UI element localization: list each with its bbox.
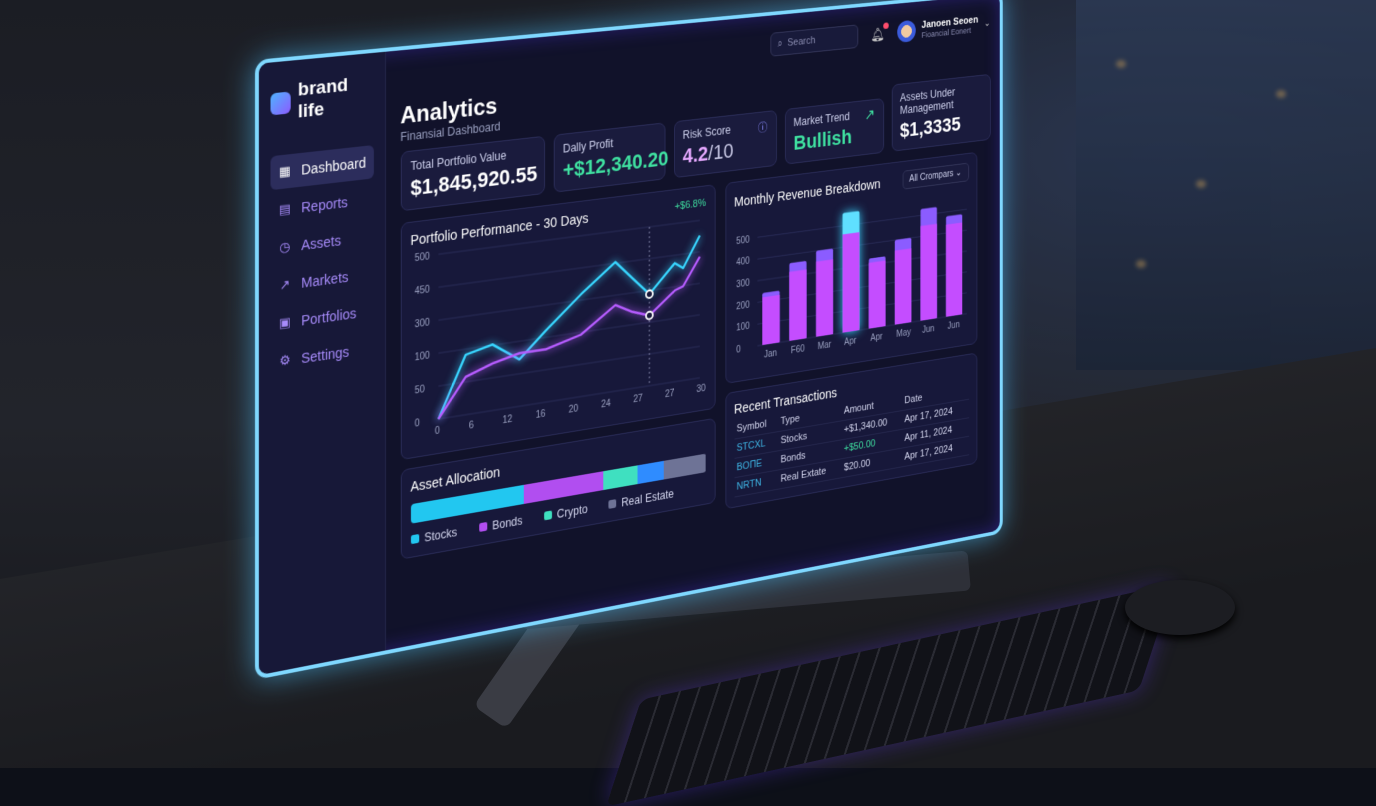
grid-line: [438, 315, 699, 353]
bar-inner-segment: [761, 294, 780, 346]
kpi-value: 4.2: [682, 141, 709, 168]
chevron-down-icon: ⌄: [984, 18, 991, 29]
sidebar-item-label: Assets: [301, 232, 342, 254]
kpi-portfolio-value: Total Portfolio Value $1,845,920.55: [400, 135, 545, 212]
x-tick-label: 27: [633, 393, 642, 405]
gear-icon: ⚙: [279, 351, 291, 369]
legend-swatch: [608, 499, 617, 509]
data-point-marker[interactable]: [646, 311, 653, 319]
legend-swatch: [410, 534, 419, 545]
x-tick-label: 27: [665, 388, 674, 400]
kpi-daily-profit: Dally Profit +$12,340.20: [553, 122, 668, 193]
data-point-marker[interactable]: [646, 290, 653, 298]
x-tick-label: F60: [791, 344, 805, 356]
x-tick-label: 6: [468, 420, 473, 432]
allocation-segment[interactable]: [637, 460, 664, 485]
y-tick-label: 50: [414, 384, 425, 396]
y-tick-label: 300: [736, 278, 750, 290]
x-tick-label: Apr: [870, 332, 883, 344]
legend-label: Stocks: [424, 525, 458, 545]
avatar: [896, 19, 916, 43]
monitor-screen: brand life ▦ Dashboard ▤ Reports ◷ Assets ↗ Mar…: [255, 0, 1003, 681]
user-menu[interactable]: Janoen Seoen Fioancial Eonert ⌄: [896, 12, 991, 43]
kpi-suffix: /10: [708, 138, 734, 165]
arrow-up-right-icon: ↗: [864, 107, 876, 124]
notification-bell-icon[interactable]: 🔔︎: [871, 21, 889, 43]
bar-inner-segment: [788, 269, 807, 341]
kpi-risk-score: ⓘ Risk Score 4.2/10: [673, 109, 777, 179]
monthly-revenue-chart: Monthly Revenue Breakdown All Crompars ⌄…: [725, 151, 977, 384]
legend-swatch: [543, 510, 552, 521]
bar-inner-segment: [868, 260, 886, 329]
x-tick-label: 20: [568, 404, 578, 416]
sidebar-item-label: Portfolios: [301, 305, 357, 329]
kpi-market-trend: ↗ Market Trend Bullish: [784, 98, 884, 165]
sidebar: brand life ▦ Dashboard ▤ Reports ◷ Assets ↗ Mar…: [258, 51, 386, 676]
y-tick-label: 500: [414, 251, 430, 264]
bar-inner-segment: [920, 223, 937, 321]
x-tick-label: 12: [502, 414, 512, 426]
x-tick-label: 16: [535, 409, 545, 421]
legend-label: Crypto: [556, 502, 588, 521]
search-input[interactable]: ⌕ Search: [770, 24, 859, 57]
y-tick-label: 100: [414, 350, 430, 363]
sidebar-item-label: Markets: [301, 268, 349, 291]
trend-icon: ↗: [279, 276, 291, 293]
x-tick-label: 0: [434, 426, 440, 438]
main-content: ⌕ Search 🔔︎ Janoen Seoen Fioancial Eonert …: [386, 0, 1003, 650]
y-tick-label: 0: [736, 345, 741, 356]
legend-item: Crypto: [543, 502, 588, 523]
legend-item: Stocks: [410, 525, 457, 547]
wallet-icon: ▣: [279, 314, 291, 331]
allocation-segment[interactable]: [663, 453, 706, 480]
y-tick-label: 400: [736, 256, 750, 268]
legend-label: Bonds: [492, 513, 523, 533]
legend-swatch: [478, 521, 487, 533]
y-tick-label: 500: [736, 235, 750, 247]
grid-line: [438, 283, 699, 320]
x-tick-label: Jun: [922, 324, 934, 336]
x-tick-label: Jan: [764, 348, 777, 360]
grid-icon: ▦: [279, 163, 291, 180]
search-placeholder: Search: [787, 34, 816, 49]
notification-badge: [882, 21, 889, 29]
grid-line: [438, 346, 699, 386]
sidebar-item-label: Settings: [301, 343, 350, 367]
bar-inner-segment: [842, 232, 860, 333]
sidebar-item-label: Dashboard: [301, 154, 366, 178]
legend-item: Bonds: [478, 513, 523, 535]
kpi-aum: Assets Under Management $1,3335: [891, 73, 991, 152]
allocation-segment[interactable]: [523, 471, 604, 505]
x-tick-label: Mar: [817, 340, 831, 352]
y-tick-label: 100: [736, 321, 750, 333]
y-tick-label: 0: [414, 418, 420, 430]
window-cityscape: [1076, 0, 1376, 370]
y-tick-label: 300: [414, 317, 430, 330]
x-tick-label: Apr: [844, 336, 857, 348]
x-tick-label: May: [896, 328, 911, 340]
logo-icon: [270, 91, 291, 116]
x-tick-label: 24: [601, 398, 611, 410]
y-tick-label: 450: [414, 284, 430, 297]
bar-inner-segment: [815, 259, 833, 337]
legend-item: Real Estate: [608, 487, 674, 512]
search-icon: ⌕: [777, 37, 783, 50]
y-tick-label: 200: [736, 300, 750, 312]
info-icon[interactable]: ⓘ: [757, 121, 768, 135]
brand-name: brand life: [297, 74, 348, 123]
x-tick-label: 30: [696, 383, 706, 395]
file-icon: ▤: [279, 200, 291, 218]
legend-label: Real Estate: [621, 487, 674, 510]
bar-inner-segment: [894, 248, 911, 325]
mouse: [1125, 580, 1235, 635]
x-tick-label: Jun: [947, 320, 959, 332]
allocation-segment[interactable]: [603, 465, 638, 491]
clock-icon: ◷: [279, 238, 291, 255]
portfolio-performance-chart: Portfolio Performance - 30 Days +$6.8% 0…: [400, 184, 716, 461]
brand-logo[interactable]: brand life: [270, 72, 373, 126]
dropdown-value: All Crompars: [909, 168, 954, 185]
sidebar-item-label: Reports: [301, 194, 348, 216]
series-line-0: [438, 236, 699, 420]
bar-inner-segment: [945, 222, 962, 317]
